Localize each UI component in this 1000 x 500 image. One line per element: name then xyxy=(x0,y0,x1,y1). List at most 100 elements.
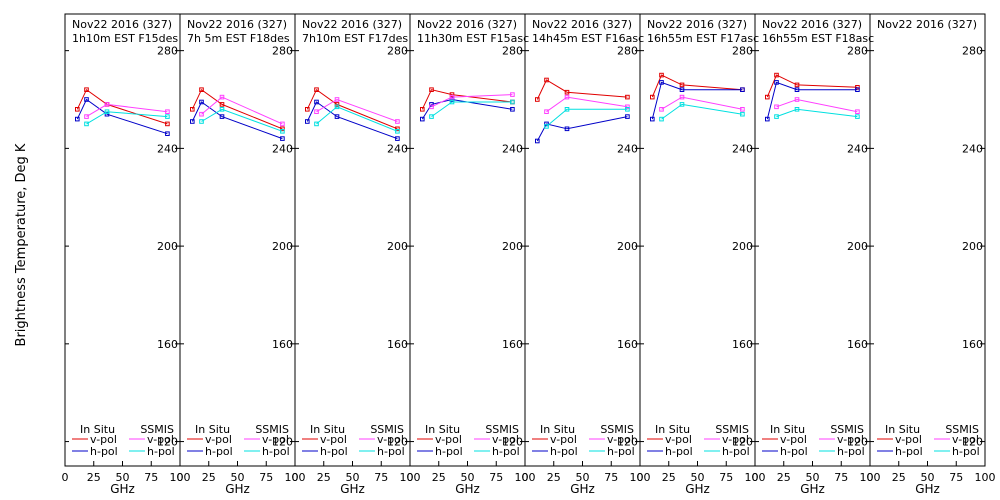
series-line-3 xyxy=(316,98,398,122)
series-point-2 xyxy=(280,136,285,141)
x-tick-label: 50 xyxy=(921,471,935,484)
x-tick-label: 75 xyxy=(374,471,388,484)
x-tick-label: 75 xyxy=(834,471,848,484)
series-point-2 xyxy=(535,138,540,144)
y-tick-label: 120 xyxy=(272,436,293,449)
y-tick-label: 200 xyxy=(847,240,868,253)
y-tick-label: 280 xyxy=(157,45,178,58)
x-axis-label: GHz xyxy=(455,482,480,496)
series-point-1 xyxy=(774,72,779,78)
y-tick-label: 240 xyxy=(387,142,408,155)
legend-insitu-vpol-label: v-pol xyxy=(90,433,117,446)
y-tick-label: 160 xyxy=(157,338,178,351)
panel-title-time: 14h45m EST F16asc xyxy=(532,32,644,45)
series-point-1 xyxy=(199,87,204,93)
series-point-3 xyxy=(314,109,319,115)
panel-title-time: 11h30m EST F15asc xyxy=(417,32,529,45)
x-tick-label: 100 xyxy=(400,471,421,484)
legend-ssmis-vpol-label: v-pol xyxy=(492,433,519,446)
y-tick-label: 280 xyxy=(617,45,638,58)
series-point-4 xyxy=(395,129,400,134)
panel-title-time: 7h 5m EST F18des xyxy=(187,32,290,45)
legend-insitu-vpol-label: v-pol xyxy=(435,433,462,446)
legend-insitu-heading: In Situ xyxy=(310,423,345,436)
series-point-1 xyxy=(855,85,860,90)
series-line-1 xyxy=(421,89,513,110)
x-axis-label: GHz xyxy=(225,482,250,496)
panel-3: Nov22 2016 (327)7h10m EST F17des 120 160 20… xyxy=(292,13,421,496)
series-point-2 xyxy=(765,116,770,122)
y-tick-label: 160 xyxy=(617,338,638,351)
legend-ssmis-hpol-label: h-pol xyxy=(722,445,750,458)
y-tick-label: 240 xyxy=(502,142,523,155)
series-point-4 xyxy=(740,111,745,117)
series-point-2 xyxy=(855,87,860,93)
series-point-1 xyxy=(659,72,664,78)
panel-title-date: Nov22 2016 (327) xyxy=(877,18,977,31)
series-line-4 xyxy=(546,108,628,127)
x-tick-label: 75 xyxy=(489,471,503,484)
series-point-1 xyxy=(429,87,434,93)
series-point-2 xyxy=(625,114,630,119)
series-point-3 xyxy=(199,111,204,117)
y-tick-label: 160 xyxy=(732,338,753,351)
y-tick-label: 200 xyxy=(157,240,178,253)
series-point-3 xyxy=(794,97,800,102)
series-line-3 xyxy=(776,98,858,113)
series-line-2 xyxy=(536,116,628,142)
series-point-3 xyxy=(625,104,630,110)
x-tick-label: 75 xyxy=(259,471,273,484)
x-tick-label: 50 xyxy=(116,471,130,484)
series-line-4 xyxy=(661,103,743,120)
legend-ssmis-hpol-label: h-pol xyxy=(837,445,865,458)
x-tick-label: 25 xyxy=(87,471,101,484)
legend-ssmis-vpol-label: v-pol xyxy=(837,433,864,446)
legend-ssmis-vpol-label: v-pol xyxy=(952,433,979,446)
series-point-3 xyxy=(334,97,340,102)
legend-insitu-heading: In Situ xyxy=(885,423,920,436)
x-tick-label: 50 xyxy=(576,471,590,484)
legend-ssmis-hpol-label: h-pol xyxy=(607,445,635,458)
legend-insitu-heading: In Situ xyxy=(425,423,460,436)
series-line-2 xyxy=(766,81,858,120)
series-point-2 xyxy=(190,119,195,124)
series-point-3 xyxy=(429,104,434,110)
panel-7: Nov22 2016 (327)16h55m EST F18asc 120 160 2… xyxy=(752,13,881,496)
series-point-3 xyxy=(510,92,515,97)
y-tick-label: 280 xyxy=(387,45,408,58)
y-tick-label: 120 xyxy=(732,436,753,449)
series-point-4 xyxy=(84,121,89,127)
panel-title-date: Nov22 2016 (327) xyxy=(532,18,632,31)
y-tick-label: 200 xyxy=(502,240,523,253)
y-tick-label: 120 xyxy=(617,436,638,449)
y-tick-label: 160 xyxy=(502,338,523,351)
panels: Nov22 2016 (327)1h10m EST F15des12016020… xyxy=(62,13,996,496)
series-line-1 xyxy=(306,88,398,130)
panel-5: Nov22 2016 (327)14h45m EST F16asc 120 160 2… xyxy=(522,13,651,496)
legend-insitu-hpol-label: h-pol xyxy=(665,445,693,458)
series-point-3 xyxy=(395,119,400,124)
legend-insitu-vpol-label: v-pol xyxy=(320,433,347,446)
legend-ssmis-hpol-label: h-pol xyxy=(492,445,520,458)
series-line-4 xyxy=(201,108,283,132)
x-tick-label: 25 xyxy=(892,471,906,484)
series-point-4 xyxy=(544,124,549,129)
series-point-1 xyxy=(305,107,310,112)
x-tick-label: 100 xyxy=(515,471,536,484)
series-point-4 xyxy=(334,104,340,110)
series-point-2 xyxy=(305,119,310,124)
panel-title-date: Nov22 2016 (327) xyxy=(302,18,402,31)
series-point-3 xyxy=(679,94,685,100)
series-point-2 xyxy=(564,126,570,132)
legend-ssmis-heading: SSMIS xyxy=(945,423,979,436)
x-tick-label: 100 xyxy=(170,471,191,484)
series-point-2 xyxy=(650,116,655,122)
legend-ssmis-heading: SSMIS xyxy=(600,423,634,436)
x-tick-label: 50 xyxy=(806,471,820,484)
series-point-3 xyxy=(564,94,570,100)
